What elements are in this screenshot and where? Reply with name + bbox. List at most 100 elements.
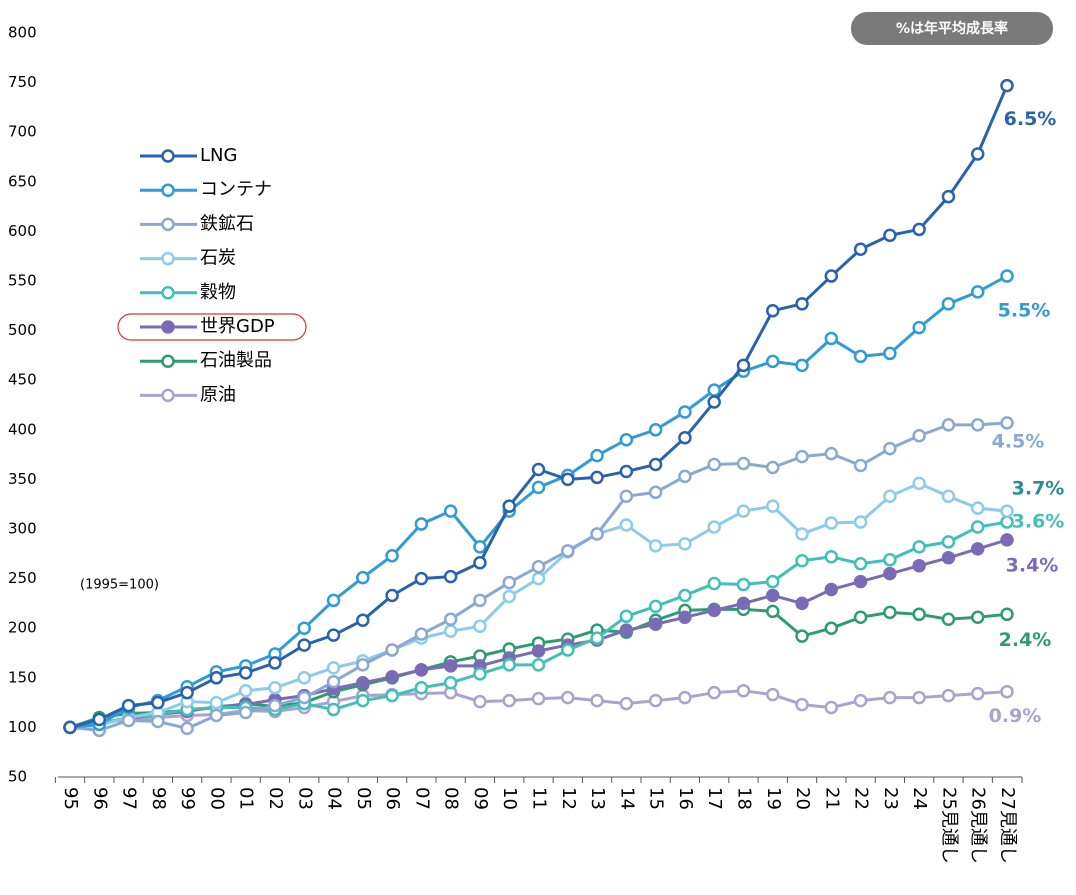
y-tick-label: 450 (8, 371, 37, 389)
point (1000, 607, 1014, 622)
point (385, 688, 399, 703)
x-tick-label: 09 (470, 787, 491, 810)
point (121, 713, 136, 728)
point (707, 685, 721, 700)
x-tick-label: 99 (177, 787, 198, 810)
point (619, 609, 634, 624)
point (619, 623, 634, 637)
x-tick-label: 21 (821, 787, 842, 810)
point (648, 457, 663, 472)
point (619, 518, 634, 532)
x-tick-label: 98 (148, 787, 169, 810)
end-label: 2.4% (999, 629, 1052, 651)
point (473, 555, 487, 570)
point (678, 537, 692, 551)
point (531, 559, 546, 574)
point (795, 358, 809, 373)
point (824, 550, 839, 564)
end-label: 3.6% (1012, 511, 1065, 533)
x-tick-label: 00 (206, 787, 227, 810)
point (385, 670, 399, 684)
point (883, 690, 897, 705)
point (180, 721, 194, 736)
point (443, 504, 458, 518)
point (619, 432, 634, 447)
point (531, 571, 546, 586)
point (766, 604, 780, 619)
y-tick-label: 200 (8, 619, 37, 637)
point (883, 346, 897, 361)
point (531, 691, 546, 706)
point (356, 613, 370, 628)
point (678, 690, 692, 705)
y-tick-label: 150 (8, 668, 37, 686)
point (970, 686, 985, 701)
point (678, 430, 692, 445)
point (473, 694, 487, 709)
point (356, 570, 370, 585)
x-tick-label: 02 (265, 787, 286, 810)
point (824, 331, 839, 346)
x-tick-label: 23 (880, 787, 901, 810)
end-label: 0.9% (989, 705, 1042, 727)
point (297, 671, 311, 685)
point (970, 147, 985, 161)
point (1000, 416, 1014, 430)
point (970, 285, 985, 299)
point (736, 456, 751, 471)
point (824, 446, 839, 461)
point (736, 683, 751, 698)
point (443, 569, 458, 584)
legend-marker (161, 388, 175, 403)
point (1000, 504, 1014, 518)
point (590, 448, 604, 463)
point (970, 542, 985, 556)
point (531, 658, 546, 672)
point (766, 354, 780, 369)
point (619, 489, 634, 504)
point (736, 577, 751, 592)
point (385, 643, 399, 657)
point (853, 610, 868, 625)
point (941, 551, 956, 565)
point (151, 714, 165, 729)
point (941, 535, 956, 549)
point (766, 687, 780, 702)
point (502, 589, 516, 604)
point (238, 705, 253, 720)
point (766, 304, 780, 318)
x-tick-label: 03 (294, 787, 315, 810)
point (970, 520, 985, 534)
y-tick-label: 300 (8, 520, 37, 538)
legend-label: LNG (200, 145, 237, 166)
point (707, 520, 721, 534)
point (853, 349, 868, 364)
x-tick-label: 17 (704, 787, 725, 810)
point (970, 610, 985, 625)
point (707, 603, 721, 618)
point (648, 617, 663, 631)
legend-marker (161, 183, 175, 197)
x-tick-label: 05 (353, 787, 374, 810)
point (853, 693, 868, 708)
point (209, 671, 224, 685)
point (209, 708, 224, 723)
x-tick-label: 95 (60, 787, 81, 810)
point (590, 631, 604, 645)
legend-marker (161, 354, 175, 368)
point (912, 476, 926, 491)
x-tick-label: 13 (587, 787, 608, 810)
x-tick-label: 18 (733, 787, 754, 810)
point (766, 499, 780, 513)
point (736, 504, 751, 518)
x-tick-label: 96 (89, 787, 110, 810)
point (678, 469, 692, 484)
point (473, 619, 487, 633)
point (561, 690, 575, 705)
point (356, 658, 370, 672)
point (707, 576, 721, 591)
point (912, 607, 926, 622)
point (912, 558, 926, 573)
point (151, 695, 165, 710)
